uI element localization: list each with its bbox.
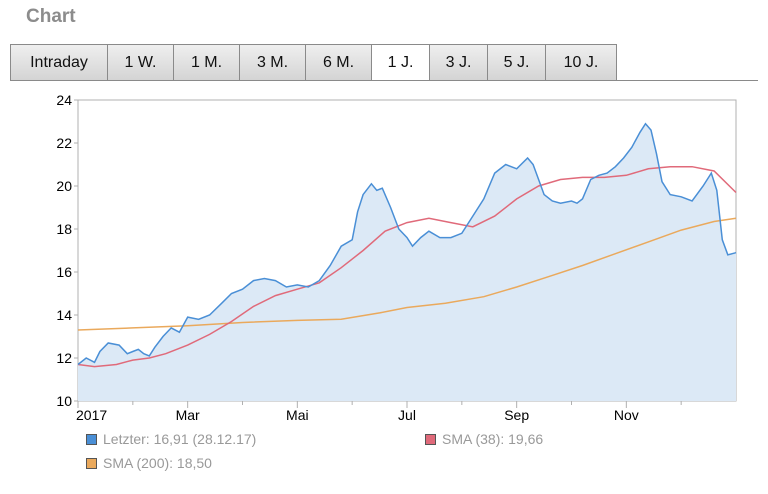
page-title: Chart: [26, 6, 76, 27]
price-area-fill: [78, 123, 736, 401]
y-tick-label: 22: [56, 135, 72, 151]
x-tick-label: Jul: [398, 407, 416, 423]
legend-swatch-sma200: [86, 457, 97, 469]
x-tick-label: Sep: [504, 407, 529, 423]
y-tick-label: 24: [56, 92, 72, 108]
x-tick-label: Mai: [286, 407, 309, 423]
tab-3-years[interactable]: 3 J.: [429, 44, 487, 81]
legend-swatch-last: [86, 433, 97, 445]
sma-200-line: [77, 217, 737, 331]
x-tick-label: 2017: [76, 407, 107, 423]
sma-38-line: [77, 165, 737, 368]
legend-label-sma38: SMA (38): 19,66: [442, 431, 544, 447]
legend-label-last: Letzter: 16,91 (28.12.17): [103, 431, 257, 447]
tabs-baseline: [10, 80, 758, 81]
tab-10-years[interactable]: 10 J.: [545, 44, 617, 81]
y-tick-label: 16: [56, 264, 72, 280]
legend-label-sma200: SMA (200): 18,50: [103, 455, 212, 471]
tab-6-months[interactable]: 6 M.: [305, 44, 371, 81]
y-tick-label: 14: [56, 307, 72, 323]
y-tick-label: 20: [56, 178, 72, 194]
x-tick-label: Nov: [614, 407, 639, 423]
price-line: [77, 122, 737, 366]
legend-item-last: Letzter: 16,91 (28.12.17): [86, 431, 256, 447]
tab-1-week[interactable]: 1 W.: [107, 44, 173, 81]
tab-3-months[interactable]: 3 M.: [239, 44, 305, 81]
y-tick-label: 18: [56, 221, 72, 237]
x-tick-label: Mar: [176, 407, 200, 423]
legend-item-sma38: SMA (38): 19,66: [425, 431, 543, 447]
legend-item-sma200: SMA (200): 18,50: [86, 455, 212, 471]
legend-swatch-sma38: [425, 433, 436, 445]
y-tick-label: 12: [56, 350, 72, 366]
y-tick-label: 10: [56, 393, 72, 409]
axis-ticks: 10 12 14 16 18 20 22 24 2017 Mar Mai Jul Sep Nov: [56, 92, 638, 423]
